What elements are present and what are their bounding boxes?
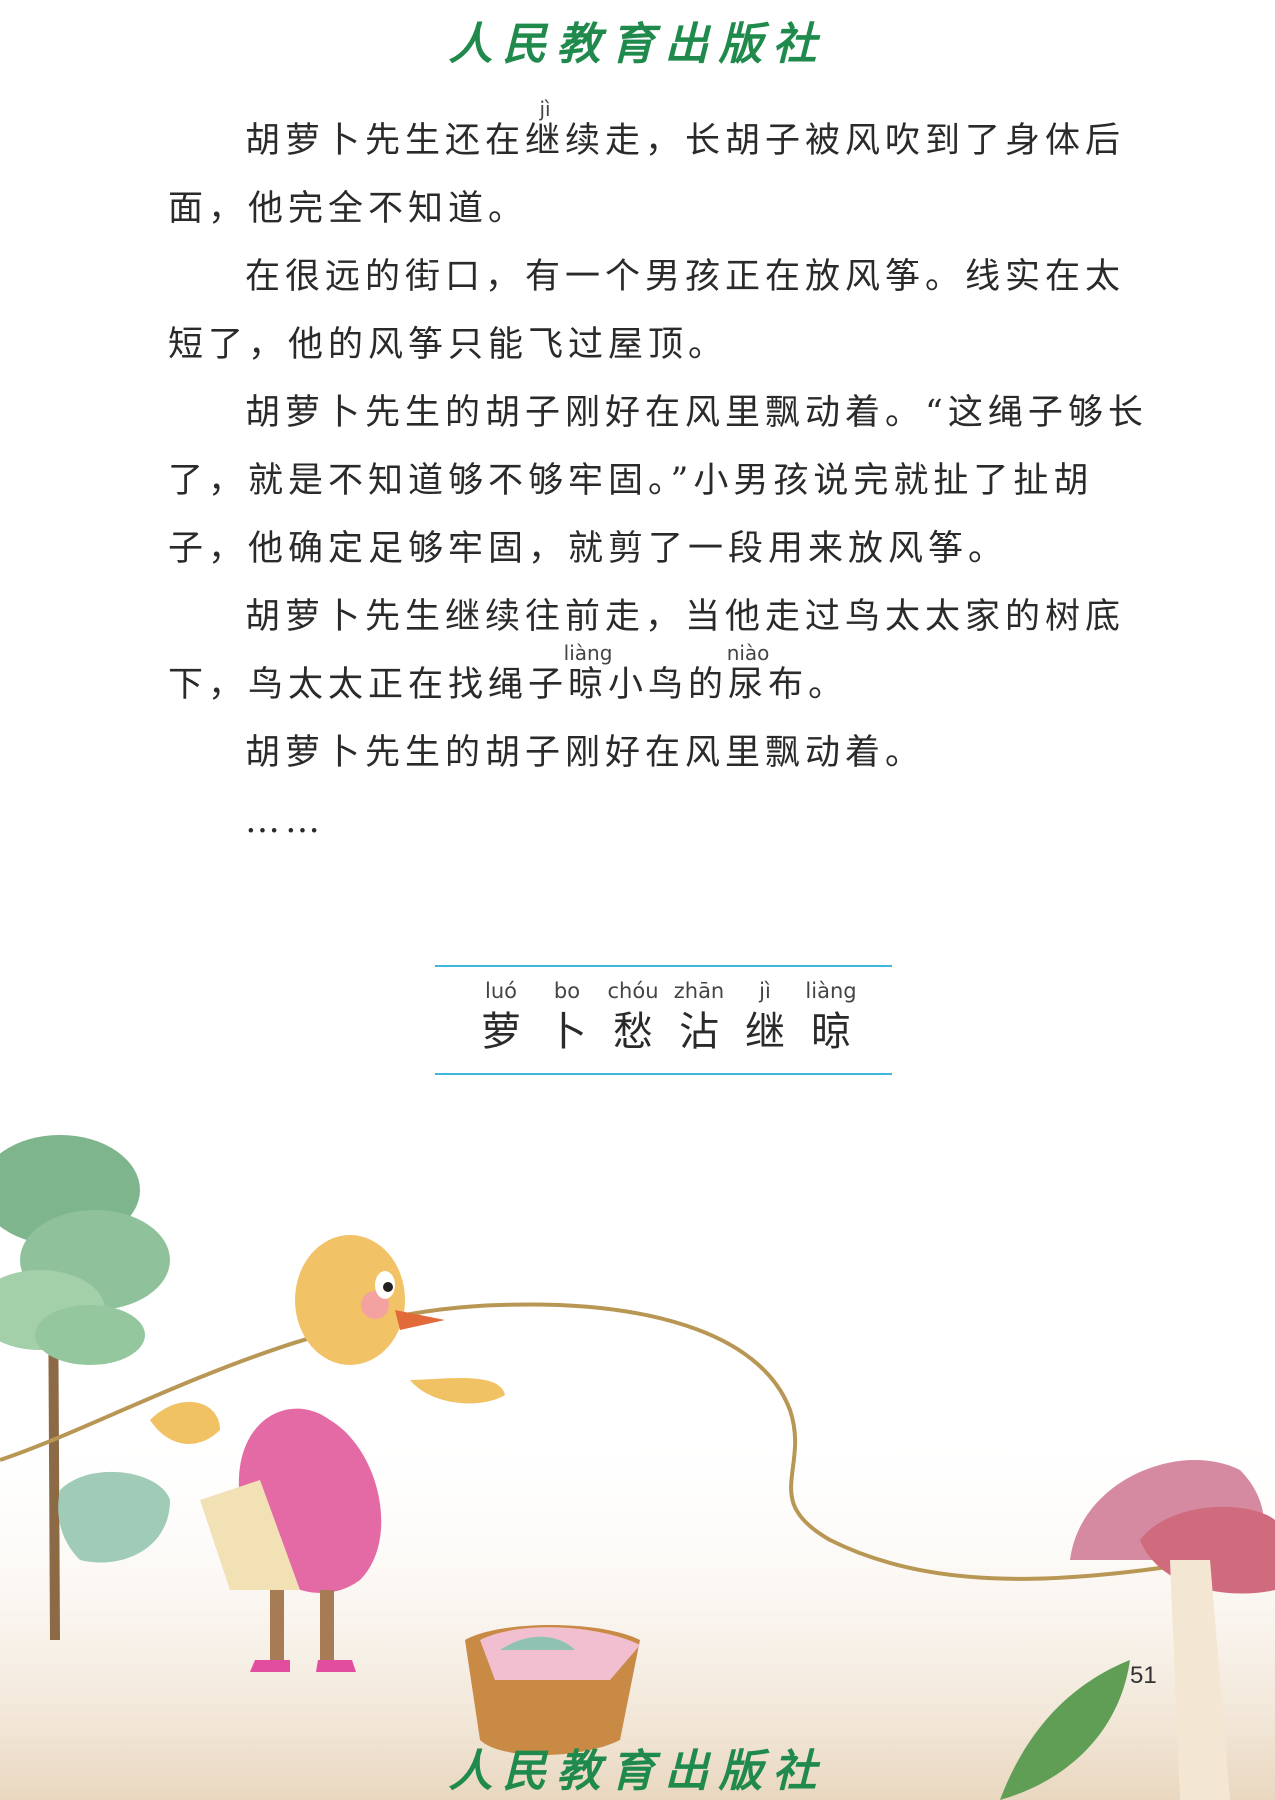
vocab-pinyin: chóu [607,979,659,1003]
story-text: 胡萝卜先生还在继jì续走，长胡子被风吹到了身体后面，他完全不知道。 在很远的街口… [168,97,1163,855]
vocab-box: luó 萝 bo 卜 chóu 愁 zhān 沾 jì 继 liàng 晾 [435,965,892,1075]
paragraph-6-ellipsis: …… [245,801,325,841]
paragraph-5: 胡萝卜先生的胡子刚好在风里飘动着。 [245,733,926,773]
page-number: 51 [1130,1662,1157,1689]
beard-rope [0,1302,1275,1581]
paragraph-3: 胡萝卜先生的胡子刚好在风里飘动着。“这绳子够长了，就是不知道够不够牢固。”小男孩… [168,393,1148,569]
story-illustration [0,1135,1275,1800]
publisher-logo-top: 人民教育出版社 [448,19,827,70]
ruby-liang-char: 晾 [563,665,613,705]
ruby-ji-char: 继 [525,121,566,161]
vocab-char: 继 [745,1009,785,1055]
vocab-item-zhan: zhān 沾 [673,979,725,1055]
vocab-item-liang: liàng 晾 [805,979,857,1055]
ruby-niao-pinyin: niào [726,641,770,665]
vocab-pinyin: jì [759,979,771,1003]
mushroom-icon [1000,1460,1275,1800]
paragraph-4-part-b: 小鸟的 [608,665,729,705]
bird-lady-icon [58,1235,505,1672]
vocab-char: 卜 [547,1009,587,1055]
vocab-char: 晾 [811,1009,851,1055]
ruby-liang: 晾liàng [564,641,613,705]
ruby-liang-pinyin: liàng [563,641,613,665]
paragraph-1: 胡萝卜先生还在继jì续走，长胡子被风吹到了身体后面，他完全不知道。 [168,97,1163,243]
paragraph-1-part-a: 胡萝卜先生还在 [245,121,526,161]
paragraph-4: 胡萝卜先生继续往前走，当他走过鸟太太家的树底下，鸟太太正在找绳子晾liàng小鸟… [168,583,1163,719]
vocab-pinyin: liàng [805,979,857,1003]
vocab-item-chou: chóu 愁 [607,979,659,1055]
vocab-item-ji: jì 继 [739,979,791,1055]
vocab-char: 萝 [481,1009,521,1055]
vocab-pinyin: luó [485,979,517,1003]
laundry-basket-icon [465,1625,640,1755]
paragraph-1-part-b: 续走，长胡子被风吹到了身体后面，他完全不知道。 [168,121,1126,229]
publisher-logo-bottom: 人民教育出版社 [448,1746,827,1797]
ruby-niao-char: 尿 [726,665,770,705]
ruby-ji-pinyin: jì [525,97,566,121]
vocab-item-luo: luó 萝 [475,979,527,1055]
vocab-char: 愁 [613,1009,653,1055]
tree-icon [0,1135,170,1640]
paragraph-4-part-a: 胡萝卜先生继续往前走，当他走过鸟太太家的树底下，鸟太太正在找绳子 [168,597,1126,705]
ruby-niao: 尿niào [726,641,770,705]
vocab-char: 沾 [679,1009,719,1055]
ruby-ji: 继jì [525,97,566,161]
vocab-row: luó 萝 bo 卜 chóu 愁 zhān 沾 jì 继 liàng 晾 [475,979,857,1055]
vocab-item-bo: bo 卜 [541,979,593,1055]
vocab-pinyin: bo [553,979,581,1003]
paragraph-4-part-c: 布。 [768,665,849,705]
vocab-pinyin: zhān [673,979,725,1003]
paragraph-2: 在很远的街口，有一个男孩正在放风筝。线实在太短了，他的风筝只能飞过屋顶。 [168,257,1126,365]
